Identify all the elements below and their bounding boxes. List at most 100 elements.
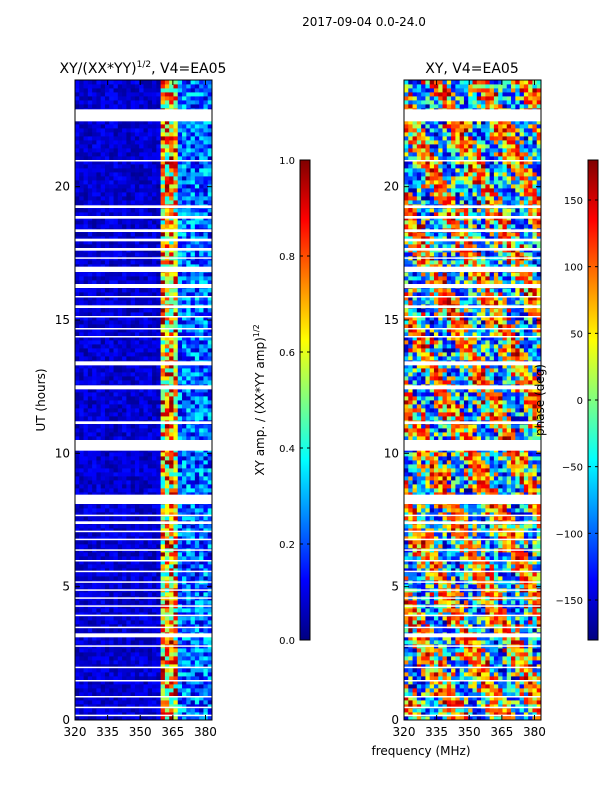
- heatmap-cell: [83, 416, 89, 421]
- heatmap-cell: [182, 240, 187, 245]
- heatmap-cell: [186, 244, 191, 249]
- heatmap-cell: [152, 668, 157, 673]
- heatmap-cell: [130, 552, 136, 557]
- heatmap-cell: [156, 568, 162, 573]
- heatmap-cell: [156, 560, 162, 565]
- heatmap-cell: [96, 488, 102, 493]
- heatmap-cell: [203, 536, 209, 541]
- heatmap-cell: [83, 624, 89, 629]
- heatmap-cell: [109, 136, 114, 141]
- heatmap-cell: [79, 192, 84, 197]
- heatmap-cell: [79, 328, 84, 333]
- heatmap-cell: [164, 656, 170, 661]
- heatmap-cell: [109, 492, 114, 497]
- heatmap-cell: [126, 348, 132, 353]
- heatmap-cell: [186, 332, 191, 337]
- heatmap-cell: [130, 148, 136, 153]
- heatmap-cell: [194, 452, 200, 457]
- heatmap-cell: [169, 516, 174, 521]
- heatmap-cell: [130, 572, 136, 577]
- heatmap-cell: [182, 672, 187, 677]
- heatmap-cell: [169, 372, 174, 377]
- heatmap-cell: [164, 452, 170, 457]
- heatmap-cell: [147, 376, 153, 381]
- heatmap-cell: [169, 536, 174, 541]
- heatmap-cell: [134, 640, 140, 645]
- heatmap-cell: [147, 684, 153, 689]
- heatmap-cell: [96, 696, 102, 701]
- heatmap-cell: [169, 184, 174, 189]
- heatmap-cell: [207, 636, 213, 641]
- heatmap-cell: [100, 488, 106, 493]
- heatmap-cell: [143, 208, 149, 213]
- heatmap-cell: [83, 152, 89, 157]
- heatmap-cell: [96, 132, 102, 137]
- heatmap-cell: [139, 424, 144, 429]
- heatmap-cell: [79, 512, 84, 517]
- heatmap-cell: [126, 468, 132, 473]
- heatmap-cell: [169, 712, 174, 717]
- heatmap-cell: [152, 396, 157, 401]
- heatmap-cell: [122, 96, 127, 101]
- heatmap-cell: [130, 332, 136, 337]
- heatmap-cell: [100, 160, 106, 165]
- heatmap-cell: [152, 96, 157, 101]
- heatmap-cell: [152, 636, 157, 641]
- heatmap-cell: [207, 132, 213, 137]
- heatmap-cell: [186, 480, 191, 485]
- heatmap-cell: [203, 352, 209, 357]
- heatmap-cell: [203, 368, 209, 373]
- heatmap-cell: [147, 372, 153, 377]
- heatmap-cell: [100, 544, 106, 549]
- heatmap-cell: [130, 544, 136, 549]
- heatmap-cell: [117, 488, 123, 493]
- heatmap-cell: [203, 532, 209, 537]
- heatmap-cell: [87, 428, 93, 433]
- heatmap-cell: [79, 620, 84, 625]
- heatmap-cell: [169, 352, 174, 357]
- heatmap-cell: [182, 616, 187, 621]
- heatmap-cell: [113, 272, 119, 277]
- heatmap-cell: [194, 136, 200, 141]
- heatmap-cell: [122, 672, 127, 677]
- heatmap-cell: [194, 320, 200, 325]
- heatmap-cell: [182, 148, 187, 153]
- heatmap-cell: [126, 212, 132, 217]
- heatmap-cell: [139, 184, 144, 189]
- heatmap-cell: [126, 296, 132, 301]
- heatmap-cell: [203, 200, 209, 205]
- heatmap-cell: [92, 472, 97, 477]
- heatmap-cell: [177, 148, 183, 153]
- heatmap-cell: [152, 660, 157, 665]
- heatmap-cell: [147, 472, 153, 477]
- heatmap-cell: [113, 456, 119, 461]
- heatmap-cell: [177, 144, 183, 149]
- heatmap-cell: [104, 600, 110, 605]
- heatmap-cell: [113, 492, 119, 497]
- heatmap-cell: [87, 208, 93, 213]
- heatmap-cell: [92, 492, 97, 497]
- heatmap-cell: [160, 660, 166, 665]
- heatmap-cell: [87, 96, 93, 101]
- heatmap-cell: [139, 280, 144, 285]
- heatmap-cell: [79, 316, 84, 321]
- heatmap-cell: [96, 504, 102, 509]
- heatmap-cell: [160, 428, 166, 433]
- heatmap-cell: [113, 196, 119, 201]
- heatmap-cell: [134, 352, 140, 357]
- heatmap-cell: [96, 636, 102, 641]
- heatmap-cell: [87, 716, 93, 721]
- heatmap-cell: [182, 392, 187, 397]
- heatmap-cell: [92, 468, 97, 473]
- heatmap-cell: [194, 428, 200, 433]
- heatmap-cell: [139, 536, 144, 541]
- heatmap-cell: [156, 316, 162, 321]
- heatmap-cell: [160, 400, 166, 405]
- heatmap-cell: [177, 380, 183, 385]
- heatmap-cell: [143, 416, 149, 421]
- heatmap-cell: [104, 196, 110, 201]
- heatmap-cell: [109, 624, 114, 629]
- heatmap-cell: [96, 296, 102, 301]
- heatmap-cell: [152, 224, 157, 229]
- heatmap-cell: [203, 400, 209, 405]
